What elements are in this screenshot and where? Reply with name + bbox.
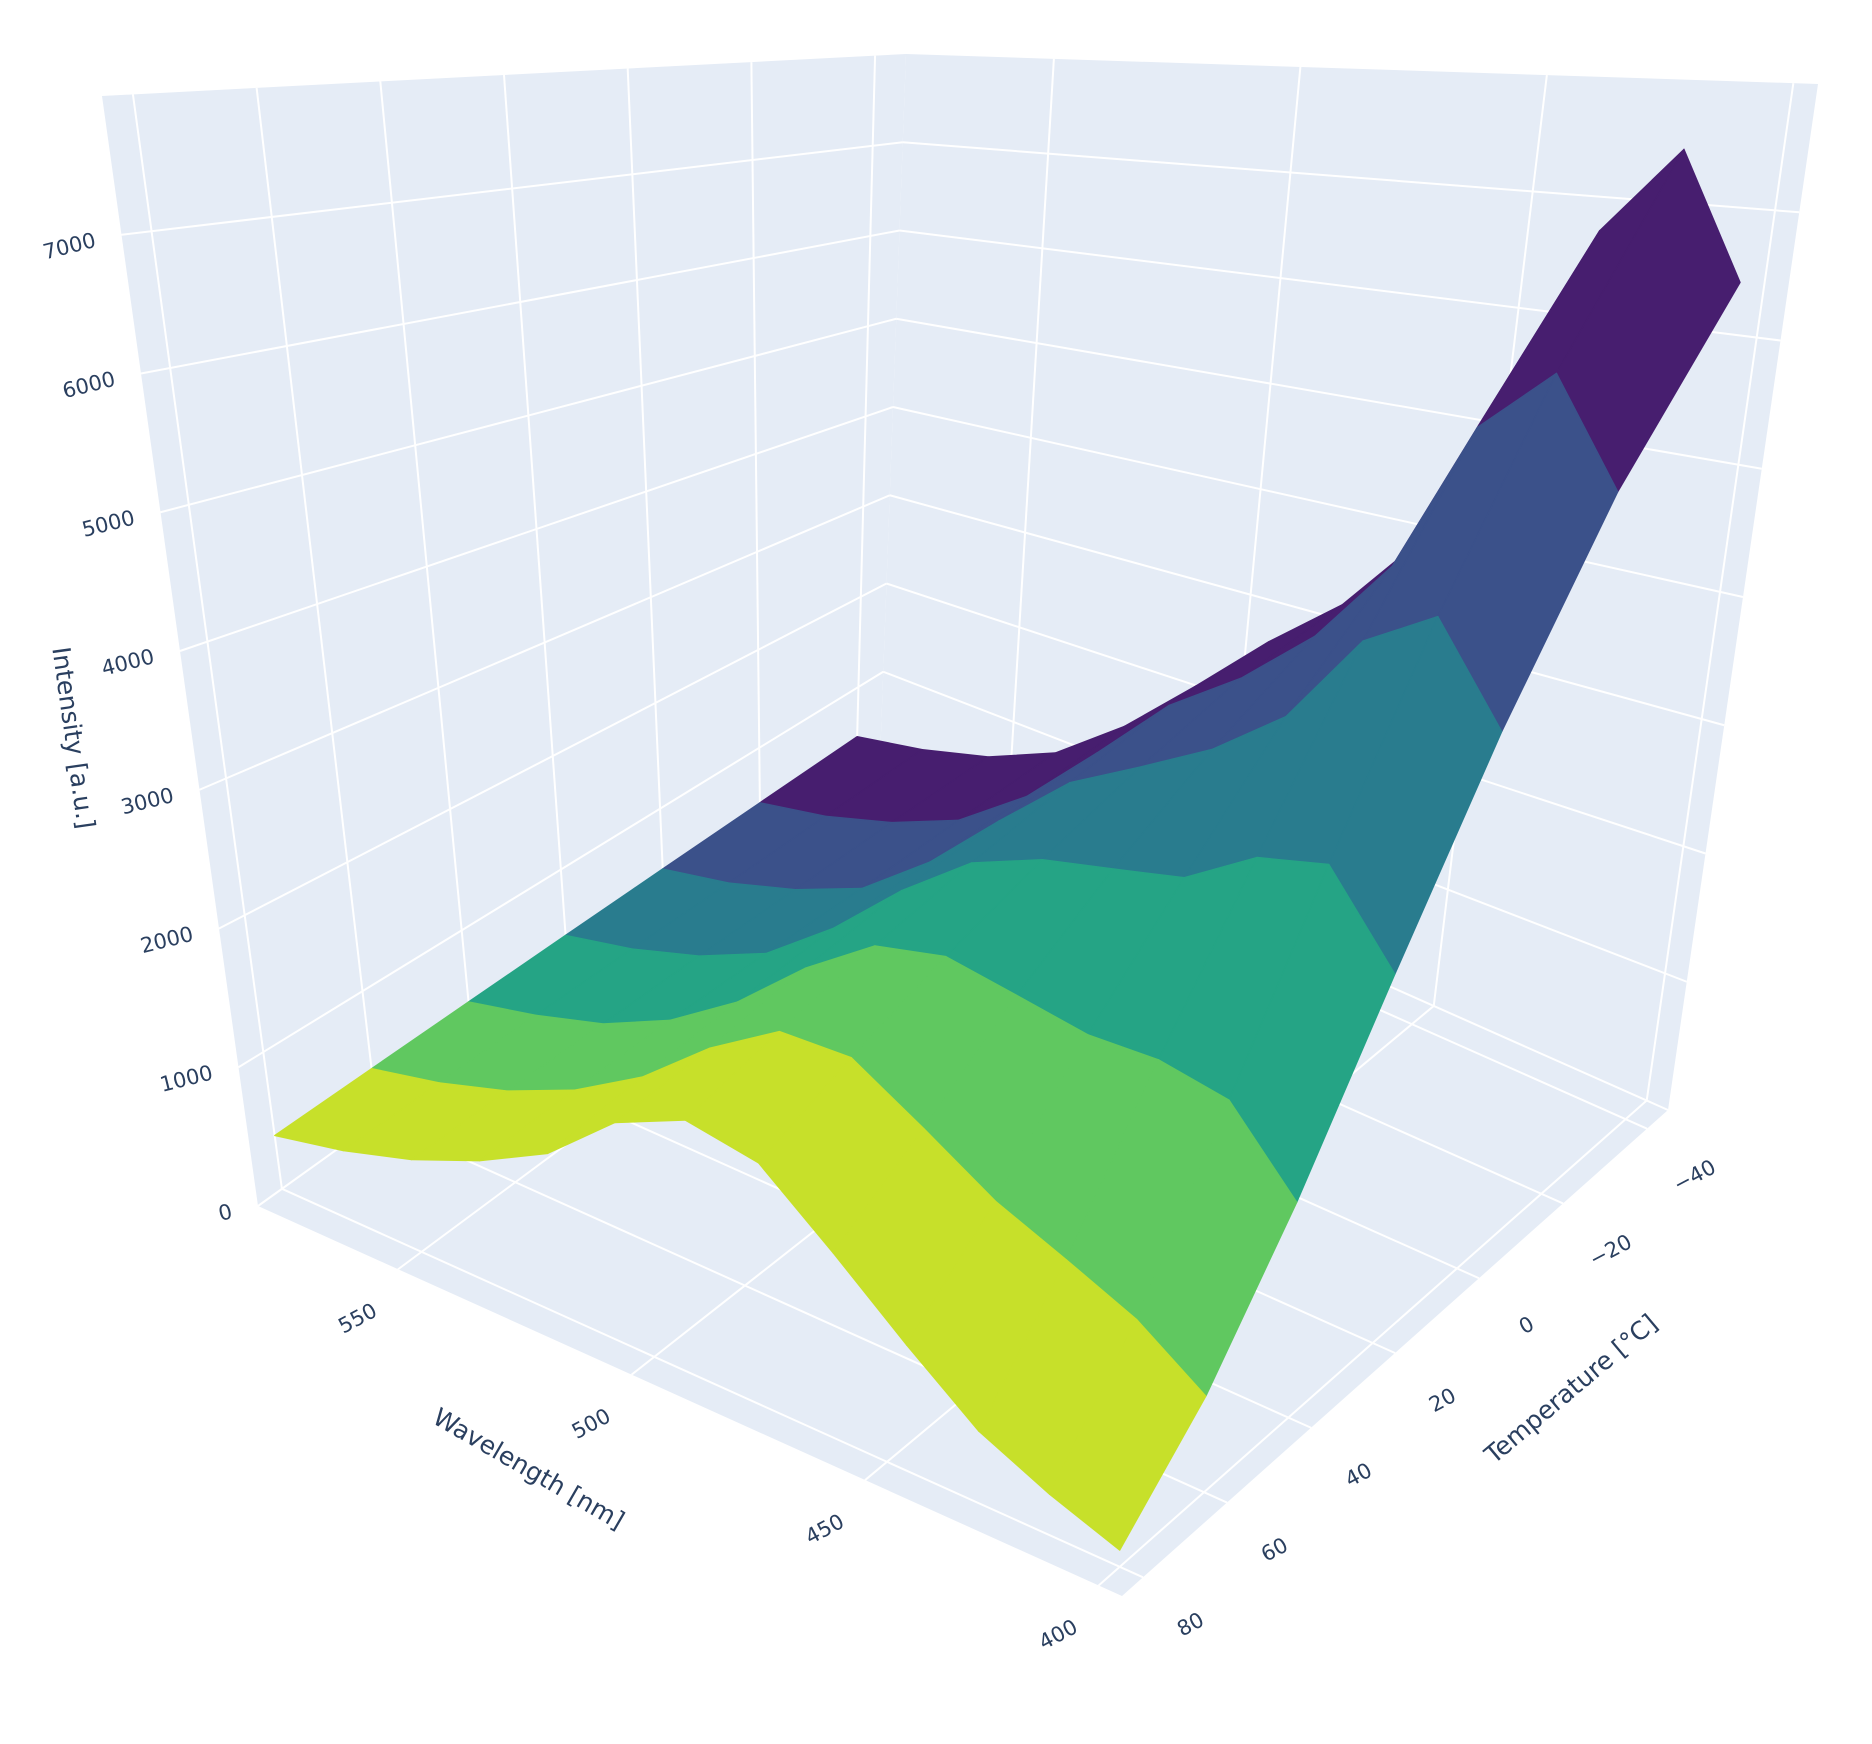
z-axis-title: Intensity [a.u.] — [46, 645, 100, 831]
z-grid-line — [237, 670, 884, 1069]
z-tick-label: 1000 — [157, 1061, 215, 1097]
z-grid-line — [179, 406, 894, 652]
x-tick-mark — [850, 1479, 866, 1495]
z-tick-label: 7000 — [40, 228, 98, 264]
y-axis-title: Temperature [°C] — [1478, 1308, 1663, 1470]
y-grid-line — [281, 1187, 1144, 1579]
y-tick-mark — [1226, 1501, 1242, 1518]
z-tick-label: 0 — [216, 1199, 235, 1226]
y-tick-label: −40 — [1669, 1155, 1719, 1197]
z-tick-mark — [226, 1066, 239, 1073]
y-tick-mark — [1310, 1427, 1326, 1443]
x-tick-label: 450 — [801, 1509, 848, 1549]
x-tick-mark — [383, 1268, 399, 1284]
z-tick-label: 5000 — [79, 506, 137, 542]
z-tick-mark — [206, 927, 220, 934]
z-grid-line — [121, 141, 903, 236]
y-tick-mark — [1142, 1576, 1158, 1593]
y-tick-label: 60 — [1257, 1533, 1292, 1567]
z-tick-mark — [109, 233, 122, 240]
z-grid-line — [199, 494, 891, 791]
y-tick-label: 40 — [1341, 1458, 1376, 1492]
surface-cell — [1048, 1318, 1207, 1551]
z-tick-mark — [167, 650, 181, 656]
x-tick-mark — [616, 1373, 633, 1390]
y-tick-mark — [1646, 1127, 1662, 1144]
x-tick-label: 550 — [334, 1298, 381, 1338]
y-tick-label: 20 — [1425, 1383, 1460, 1417]
z-tick-label: 2000 — [138, 922, 196, 958]
y-tick-mark — [1562, 1202, 1578, 1219]
y-tick-mark — [1478, 1277, 1494, 1293]
z-tick-mark — [187, 788, 200, 795]
z-tick-mark — [245, 1205, 259, 1211]
surface — [274, 148, 1741, 1551]
z-tick-label: 3000 — [118, 783, 176, 819]
x-tick-label: 500 — [568, 1404, 615, 1444]
y-tick-label: 0 — [1515, 1312, 1538, 1339]
z-grid-line — [140, 229, 900, 375]
z-tick-mark — [148, 511, 161, 518]
z-grid-line — [892, 406, 1744, 598]
z-tick-mark — [128, 372, 142, 379]
z-grid-line — [889, 494, 1725, 727]
y-tick-mark — [1394, 1352, 1410, 1368]
y-tick-label: −20 — [1585, 1230, 1635, 1272]
z-grid-line — [218, 582, 887, 930]
z-tick-label: 6000 — [60, 367, 118, 403]
x-tick-mark — [1083, 1584, 1100, 1601]
z-grid-line — [160, 317, 897, 514]
y-tick-label: 80 — [1173, 1608, 1208, 1642]
z-tick-label: 4000 — [99, 644, 157, 680]
x-tick-label: 400 — [1035, 1615, 1082, 1655]
